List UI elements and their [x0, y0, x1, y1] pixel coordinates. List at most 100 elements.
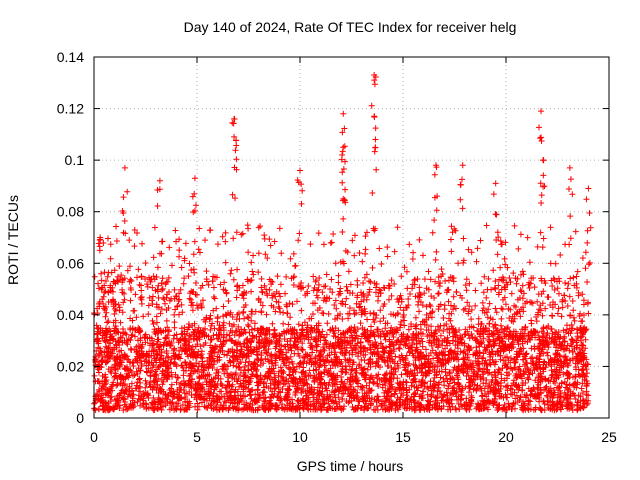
data-point [223, 290, 230, 297]
data-point [388, 364, 395, 371]
data-point [221, 351, 228, 358]
data-point [485, 275, 492, 282]
data-point [411, 276, 418, 283]
data-point [466, 324, 473, 331]
data-point [362, 233, 369, 240]
data-point [413, 325, 420, 332]
data-point [171, 286, 178, 293]
data-point [247, 392, 254, 399]
data-point [528, 299, 535, 306]
data-point [304, 329, 311, 336]
data-point [573, 366, 580, 373]
data-point [181, 275, 188, 282]
data-point [97, 398, 104, 405]
data-point [559, 304, 566, 311]
data-point [385, 362, 392, 369]
data-point [388, 324, 395, 331]
data-point [194, 406, 201, 413]
data-point [248, 259, 255, 266]
data-point [187, 296, 194, 303]
data-point [295, 321, 302, 328]
data-point [277, 397, 284, 404]
data-point [194, 400, 201, 407]
data-point [441, 382, 448, 389]
data-point [135, 266, 142, 273]
data-point [255, 404, 262, 411]
data-point [542, 280, 549, 287]
data-point [416, 236, 423, 243]
data-point [472, 302, 479, 309]
data-point [332, 297, 339, 304]
data-point [170, 335, 177, 342]
data-point [108, 393, 115, 400]
data-point [392, 365, 399, 372]
data-point [366, 375, 373, 382]
data-point [331, 391, 338, 398]
data-point [427, 378, 434, 385]
data-point [105, 318, 112, 325]
data-point [330, 231, 337, 238]
data-point [359, 258, 366, 265]
data-point [571, 380, 578, 387]
data-point [250, 252, 257, 259]
data-point [569, 348, 576, 355]
data-point [225, 298, 232, 305]
data-point [453, 288, 460, 295]
data-point [138, 363, 145, 370]
data-point [509, 402, 516, 409]
data-point [547, 260, 554, 267]
data-point [377, 290, 384, 297]
data-point [548, 338, 555, 345]
data-point [394, 375, 401, 382]
data-point [534, 298, 541, 305]
data-point [528, 317, 535, 324]
data-point [221, 398, 228, 405]
data-point [180, 280, 187, 287]
data-point [411, 383, 418, 390]
data-point [133, 349, 140, 356]
data-point [319, 310, 326, 317]
data-point [191, 269, 198, 276]
data-point [98, 358, 105, 365]
data-point [558, 379, 565, 386]
data-point [171, 319, 178, 326]
data-point [376, 245, 383, 252]
data-point [157, 352, 164, 359]
data-point [91, 372, 98, 379]
data-point [175, 354, 182, 361]
data-point [325, 310, 332, 317]
data-point [233, 294, 240, 301]
data-point [315, 230, 322, 237]
data-point [139, 240, 146, 247]
data-point [248, 395, 255, 402]
data-point [480, 335, 487, 342]
data-point [437, 332, 444, 339]
data-points [91, 72, 594, 414]
data-point [490, 267, 497, 274]
data-point [224, 395, 231, 402]
data-point [401, 322, 408, 329]
data-point [423, 303, 430, 310]
data-point [531, 284, 538, 291]
data-point [227, 327, 234, 334]
data-point [166, 244, 173, 251]
data-point [213, 305, 220, 312]
data-point [388, 392, 395, 399]
data-point [484, 314, 491, 321]
data-point [580, 311, 587, 318]
data-point [114, 381, 121, 388]
data-point [278, 250, 285, 257]
data-point [309, 310, 316, 317]
data-point [579, 254, 586, 261]
data-point [427, 276, 434, 283]
data-point [298, 346, 305, 353]
data-point [564, 303, 571, 310]
data-point [196, 225, 203, 232]
data-point [523, 298, 530, 305]
data-point [566, 293, 573, 300]
data-point [127, 326, 134, 333]
data-point [186, 388, 193, 395]
data-point [128, 277, 135, 284]
data-point [185, 273, 192, 280]
